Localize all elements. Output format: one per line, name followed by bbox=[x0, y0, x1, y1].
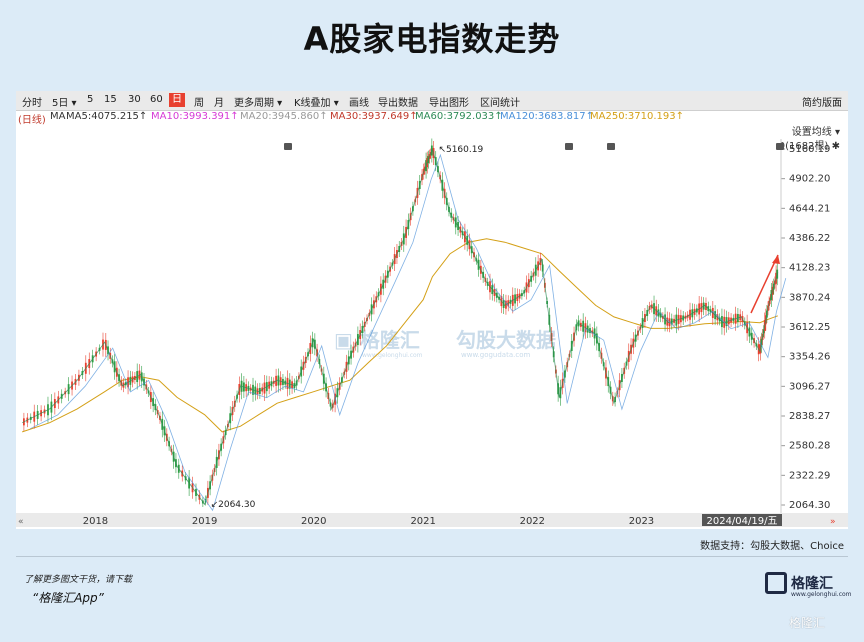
ma250-line bbox=[22, 238, 778, 433]
ma-item: MA120:3683.817↑ bbox=[500, 111, 595, 122]
y-tick-label: 2064.30 bbox=[789, 500, 830, 511]
page-title: A股家电指数走势 bbox=[303, 20, 561, 58]
event-marker bbox=[776, 143, 784, 150]
ma-item: MA60:3792.033↑ bbox=[415, 111, 503, 122]
corner-watermark: 格隆汇 bbox=[789, 616, 826, 630]
y-tick-label: 4386.22 bbox=[789, 233, 830, 244]
toolbar-item[interactable]: 分时 bbox=[22, 98, 42, 109]
divider bbox=[16, 556, 848, 557]
x-tick-label: 2022 bbox=[520, 516, 545, 527]
footer-line-1: 了解更多图文干货，请下载 bbox=[24, 575, 133, 585]
ma-label: MA bbox=[50, 111, 66, 122]
toolbar-layout-button[interactable]: 简约版面 bbox=[802, 98, 842, 109]
toolbar-item[interactable]: 导出数据 bbox=[378, 98, 418, 109]
x-tick-label: 2024/04/19/五 bbox=[706, 516, 777, 527]
y-tick-label: 3096.27 bbox=[789, 381, 830, 392]
event-marker bbox=[284, 143, 292, 150]
ma120-line bbox=[30, 153, 787, 512]
data-source: 数据支持：勾股大数据、Choice bbox=[700, 541, 844, 552]
ma-prefix: (日线) bbox=[18, 115, 46, 126]
toolbar-item[interactable]: 导出图形 bbox=[429, 98, 469, 109]
chart-panel: 分时 5日 ▾ 5 15 30 60 日 周 月 更多周期 ▾ K线叠加 ▾ 画… bbox=[16, 91, 848, 529]
x-axis-band bbox=[16, 513, 848, 527]
x-tick-label: 2019 bbox=[192, 516, 217, 527]
scroll-left-icon: « bbox=[18, 517, 24, 527]
settings-ma-dropdown[interactable]: 设置均线 ▾ bbox=[791, 127, 840, 138]
x-tick-label: 2023 bbox=[629, 516, 654, 527]
gelonghui-logo: 格隆汇 www.gelonghui.com bbox=[765, 570, 852, 602]
ma60-line bbox=[22, 147, 779, 506]
ma-item: MA5:4075.215↑ bbox=[66, 111, 148, 122]
ma-item: MA20:3945.860↑ bbox=[240, 111, 328, 122]
x-tick-label: 2021 bbox=[410, 516, 435, 527]
y-tick-label: 4128.23 bbox=[789, 263, 830, 274]
y-tick-label: 5160.19 bbox=[789, 144, 830, 155]
toolbar-item[interactable]: 区间统计 bbox=[480, 98, 520, 109]
scroll-right-icon: » bbox=[830, 517, 836, 527]
toolbar-item[interactable]: 5日 ▾ bbox=[52, 98, 77, 109]
y-tick-label: 2838.27 bbox=[789, 411, 830, 422]
moving-average-legend: (日线) MA MA5:4075.215↑ MA10:3993.391↑ MA20:… bbox=[16, 111, 848, 126]
current-date-box bbox=[702, 514, 782, 526]
watermark-left: ▣ 格隆汇 bbox=[334, 328, 420, 352]
toolbar-item[interactable]: 更多周期 ▾ bbox=[234, 98, 283, 109]
y-tick-label: 4644.21 bbox=[789, 203, 830, 214]
watermark-right-sub: www.gogudata.com bbox=[461, 351, 530, 359]
toolbar-item[interactable]: 30 bbox=[128, 94, 141, 105]
y-tick-label: 4902.20 bbox=[789, 174, 830, 185]
toolbar-item[interactable]: 画线 bbox=[349, 98, 369, 109]
ma-item: MA250:3710.193↑ bbox=[590, 111, 685, 122]
extreme-value-label: ↙2064.30 bbox=[211, 500, 256, 510]
logo-subtext: www.gelonghui.com bbox=[791, 591, 852, 598]
event-marker bbox=[565, 143, 573, 150]
toolbar-item[interactable]: 周 bbox=[194, 98, 204, 109]
ma-item: MA30:3937.649↑ bbox=[330, 111, 418, 122]
x-tick-label: 2018 bbox=[83, 516, 108, 527]
toolbar-item[interactable]: 月 bbox=[214, 98, 224, 109]
x-tick-label: 2020 bbox=[301, 516, 326, 527]
toolbar-item-selected[interactable]: 日 bbox=[169, 93, 185, 107]
trend-arrow-head-icon bbox=[772, 255, 780, 264]
y-tick-label: 3870.24 bbox=[789, 292, 830, 303]
watermark-left-sub: www.gelonghui.com bbox=[362, 352, 423, 359]
y-tick-label: 2322.29 bbox=[789, 470, 830, 481]
logo-mark-icon bbox=[765, 572, 787, 594]
y-tick-label: 3612.25 bbox=[789, 322, 830, 333]
pin-icon[interactable]: ✱ bbox=[831, 141, 840, 152]
y-tick-label: 3354.26 bbox=[789, 352, 830, 363]
toolbar-item[interactable]: 5 bbox=[87, 94, 94, 105]
logo-text: 格隆汇 bbox=[791, 576, 833, 592]
trend-arrow-icon bbox=[750, 254, 779, 314]
ma-item: MA10:3993.391↑ bbox=[151, 111, 239, 122]
chart-toolbar: 分时 5日 ▾ 5 15 30 60 日 周 月 更多周期 ▾ K线叠加 ▾ 画… bbox=[16, 91, 848, 111]
toolbar-item[interactable]: 60 bbox=[150, 94, 163, 105]
event-marker bbox=[607, 143, 615, 150]
y-tick-label: 2580.28 bbox=[789, 441, 830, 452]
toolbar-item[interactable]: K线叠加 ▾ bbox=[294, 98, 339, 109]
footer-line-2: “格隆汇App” bbox=[32, 591, 104, 605]
watermark-right: 勾股大数据 bbox=[456, 328, 556, 352]
extreme-value-label: ↖5160.19 bbox=[438, 145, 483, 155]
toolbar-item[interactable]: 15 bbox=[104, 94, 117, 105]
